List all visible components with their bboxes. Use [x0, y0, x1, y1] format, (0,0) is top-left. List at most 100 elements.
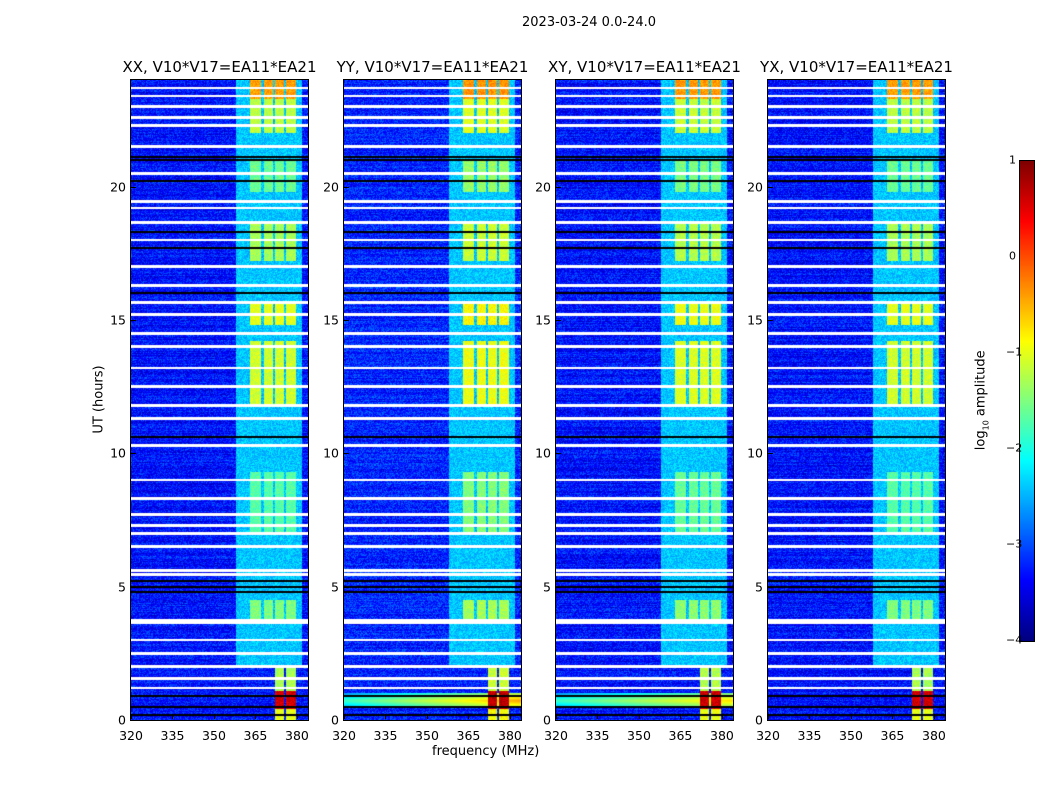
x-tick-label: 320 — [756, 728, 780, 743]
x-tick-label: 320 — [332, 728, 356, 743]
y-tick-label: 5 — [331, 579, 339, 595]
colorbar-tick-label: −2 — [1006, 441, 1023, 455]
x-tick-mark — [213, 714, 215, 719]
heatmap-cells — [344, 80, 521, 720]
x-tick-label: 335 — [585, 728, 610, 743]
x-tick-label: 350 — [415, 728, 439, 743]
colorbar-tick-label: −1 — [1006, 345, 1023, 359]
x-tick-mark — [468, 714, 470, 719]
y-tick-mark — [131, 453, 136, 455]
y-tick-mark — [344, 586, 349, 588]
x-tick-label: 335 — [373, 728, 398, 743]
y-tick-label: 15 — [747, 312, 763, 328]
x-tick-mark — [344, 714, 345, 719]
y-tick-mark — [768, 586, 773, 588]
x-tick-mark — [768, 714, 769, 719]
x-tick-label: 365 — [880, 728, 905, 743]
heatmap-panel-4: YX, V10*V17=EA11*EA21 320 335 350 365 380 0 5 10… — [747, 58, 953, 743]
x-tick-label: 335 — [797, 728, 822, 743]
y-axis-label: UT (hours) — [91, 365, 107, 434]
y-tick-mark — [131, 586, 136, 588]
x-tick-mark — [509, 714, 511, 719]
y-tick-label: 20 — [323, 179, 339, 195]
x-tick-label: 380 — [922, 728, 946, 743]
y-tick-label: 0 — [543, 712, 551, 728]
x-tick-label: 380 — [498, 728, 522, 743]
panel-title: XY, V10*V17=EA11*EA21 — [548, 58, 741, 76]
x-tick-label: 365 — [243, 728, 268, 743]
y-tick-mark — [768, 453, 773, 455]
y-tick-label: 10 — [535, 445, 551, 461]
x-tick-mark — [131, 714, 132, 719]
colorbar-tick-label: 1 — [1009, 153, 1016, 167]
x-tick-mark — [850, 714, 852, 719]
x-tick-label: 320 — [119, 728, 143, 743]
x-tick-label: 350 — [627, 728, 651, 743]
y-tick-mark — [768, 186, 773, 188]
y-tick-mark — [556, 586, 561, 588]
panel-title: YY, V10*V17=EA11*EA21 — [336, 58, 529, 76]
colorbar-tick-label: 0 — [1009, 249, 1016, 263]
y-tick-label: 0 — [331, 712, 339, 728]
y-tick-mark — [556, 720, 561, 721]
y-tick-mark — [556, 186, 561, 188]
x-tick-mark — [385, 714, 387, 719]
y-tick-label: 5 — [118, 579, 126, 595]
heatmap-cells — [131, 80, 308, 720]
y-tick-label: 20 — [535, 179, 551, 195]
y-tick-label: 15 — [323, 312, 339, 328]
x-tick-mark — [255, 714, 257, 719]
x-tick-mark — [426, 714, 428, 719]
colorbar-tick-label: −3 — [1006, 537, 1023, 551]
y-tick-mark — [131, 720, 136, 721]
colorbar-tick-label: −4 — [1006, 633, 1023, 647]
x-tick-mark — [597, 714, 599, 719]
y-tick-label: 10 — [747, 445, 763, 461]
colorbar-label: log10 amplitude — [973, 350, 991, 451]
y-tick-mark — [768, 720, 773, 721]
x-tick-mark — [638, 714, 640, 719]
y-tick-mark — [556, 453, 561, 455]
x-tick-mark — [296, 714, 298, 719]
x-tick-mark — [809, 714, 811, 719]
figure-title: 2023-03-24 0.0-24.0 — [522, 15, 656, 30]
y-tick-mark — [556, 320, 561, 321]
y-tick-mark — [131, 186, 136, 188]
x-tick-label: 350 — [202, 728, 226, 743]
y-tick-mark — [768, 320, 773, 321]
y-tick-mark — [131, 320, 136, 321]
panel-title: YX, V10*V17=EA11*EA21 — [760, 58, 953, 76]
x-tick-mark — [172, 714, 174, 719]
heatmap-panel-3: XY, V10*V17=EA11*EA21 320 335 350 365 380 0 5 10… — [535, 58, 741, 743]
x-tick-label: 365 — [668, 728, 693, 743]
y-tick-mark — [344, 320, 349, 321]
y-tick-label: 5 — [755, 579, 763, 595]
x-tick-label: 335 — [160, 728, 185, 743]
x-tick-label: 380 — [285, 728, 309, 743]
x-tick-label: 350 — [839, 728, 863, 743]
y-tick-label: 10 — [323, 445, 339, 461]
y-tick-label: 5 — [543, 579, 551, 595]
x-tick-mark — [892, 714, 894, 719]
x-tick-label: 365 — [456, 728, 481, 743]
heatmap-panel-1: XX, V10*V17=EA11*EA21 320 335 350 365 380 0 5 10… — [110, 58, 316, 743]
y-tick-mark — [344, 720, 349, 721]
y-tick-mark — [344, 453, 349, 455]
y-tick-label: 0 — [118, 712, 126, 728]
x-tick-label: 380 — [710, 728, 734, 743]
y-tick-label: 15 — [535, 312, 551, 328]
x-tick-mark — [680, 714, 682, 719]
y-tick-label: 10 — [110, 445, 126, 461]
x-tick-mark — [556, 714, 557, 719]
y-tick-mark — [344, 186, 349, 188]
heatmap-panel-2: YY, V10*V17=EA11*EA21 320 335 350 365 380 0 5 10… — [323, 58, 528, 743]
x-tick-mark — [933, 714, 935, 719]
y-tick-label: 20 — [747, 179, 763, 195]
panel-title: XX, V10*V17=EA11*EA21 — [122, 58, 317, 76]
x-axis-label: frequency (MHz) — [432, 744, 540, 759]
y-tick-label: 20 — [110, 179, 126, 195]
y-tick-label: 0 — [755, 712, 763, 728]
heatmap-cells — [768, 80, 945, 720]
x-tick-mark — [721, 714, 723, 719]
